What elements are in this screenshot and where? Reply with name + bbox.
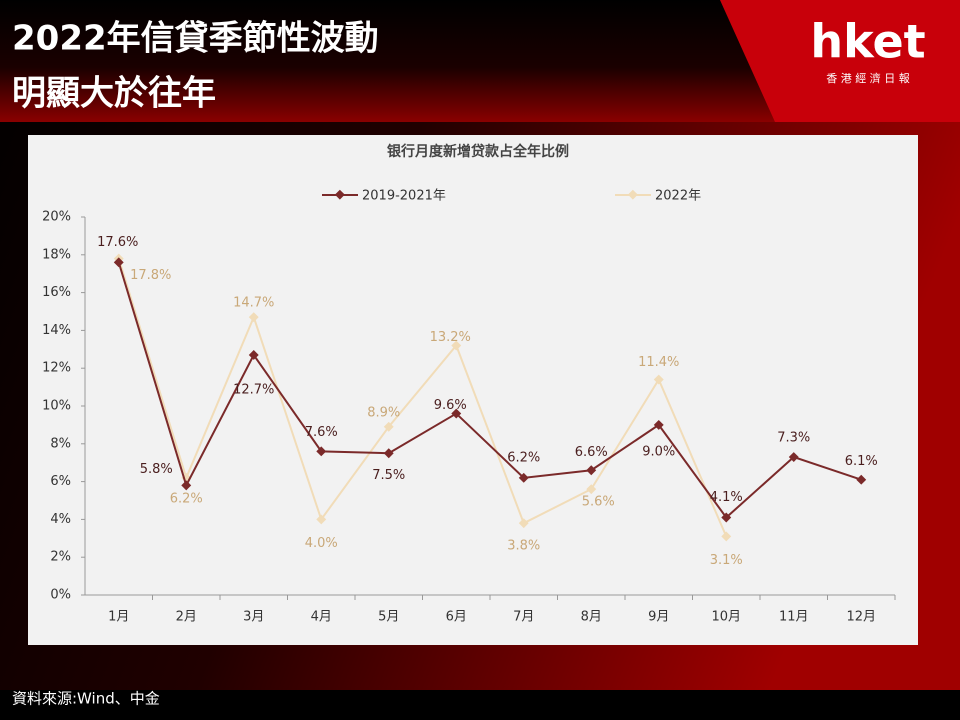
- data-label: 8.9%: [367, 405, 400, 420]
- logo: hket: [810, 15, 925, 69]
- y-tick-label: 18%: [42, 247, 71, 262]
- x-tick-label: 11月: [779, 610, 809, 625]
- x-tick-label: 3月: [243, 610, 264, 625]
- x-tick-label: 10月: [711, 610, 741, 625]
- point: [586, 465, 597, 476]
- data-label: 17.6%: [97, 235, 138, 250]
- data-label: 3.1%: [710, 553, 743, 568]
- data-label: 7.6%: [305, 425, 338, 440]
- series-line: [117, 258, 728, 537]
- y-tick-label: 6%: [50, 474, 71, 489]
- logo-sub: 香 港 經 濟 日 報: [826, 71, 909, 85]
- data-label: 5.6%: [582, 495, 615, 510]
- y-tick-label: 16%: [42, 285, 71, 300]
- logo-panel: [720, 0, 960, 122]
- data-label: 4.1%: [710, 490, 743, 505]
- point: [248, 312, 259, 323]
- x-tick-label: 12月: [846, 610, 876, 625]
- legend-label: 2022年: [655, 189, 701, 204]
- point: [181, 480, 192, 491]
- point: [856, 474, 867, 485]
- point: [586, 484, 597, 495]
- point: [451, 340, 462, 351]
- series-line: [117, 262, 862, 519]
- legend-marker: [334, 189, 345, 200]
- y-tick-label: 12%: [42, 361, 71, 376]
- header-title: 2022年信貸季節性波動: [12, 19, 379, 59]
- point: [653, 374, 664, 385]
- chart-title: 银行月度新增贷款占全年比例: [387, 143, 569, 160]
- point: [653, 419, 664, 430]
- data-label: 9.0%: [642, 444, 675, 459]
- data-label: 3.8%: [507, 539, 540, 554]
- point: [721, 512, 732, 523]
- x-tick-label: 6月: [446, 610, 467, 625]
- data-label: 4.0%: [305, 536, 338, 551]
- x-tick-label: 4月: [311, 610, 332, 625]
- point: [518, 472, 529, 483]
- y-tick-label: 10%: [42, 399, 71, 414]
- data-label: 14.7%: [233, 296, 274, 311]
- data-label: 12.7%: [233, 382, 274, 397]
- data-label: 6.2%: [170, 491, 203, 506]
- data-label: 6.1%: [845, 454, 878, 469]
- point: [383, 448, 394, 459]
- y-tick-label: 8%: [50, 436, 71, 451]
- data-label: 5.8%: [140, 462, 173, 477]
- data-label: 11.4%: [638, 355, 679, 370]
- data-label: 7.3%: [777, 431, 810, 446]
- x-tick-label: 7月: [513, 610, 534, 625]
- header-title: 明顯大於往年: [12, 74, 216, 114]
- x-tick-label: 8月: [581, 610, 602, 625]
- data-label: 6.2%: [507, 450, 540, 465]
- y-tick-label: 2%: [50, 550, 71, 565]
- point: [383, 421, 394, 432]
- data-label: 17.8%: [130, 268, 171, 283]
- point: [518, 518, 529, 529]
- point: [316, 446, 327, 457]
- footer-band: [0, 690, 960, 720]
- data-label: 7.5%: [372, 468, 405, 483]
- data-label: 9.6%: [434, 398, 467, 413]
- point: [788, 452, 799, 462]
- y-tick-label: 20%: [42, 210, 71, 225]
- x-tick-label: 2月: [176, 610, 197, 625]
- source: 資料來源:Wind、中金: [12, 690, 160, 708]
- y-tick-label: 0%: [50, 588, 71, 603]
- data-label: 6.6%: [575, 445, 608, 460]
- legend-label: 2019-2021年: [362, 189, 446, 204]
- x-tick-label: 9月: [648, 610, 669, 625]
- y-tick-label: 14%: [42, 323, 71, 338]
- x-tick-label: 5月: [378, 610, 399, 625]
- data-label: 13.2%: [430, 330, 471, 345]
- point: [451, 408, 462, 419]
- point: [316, 514, 327, 525]
- y-tick-label: 4%: [50, 512, 71, 527]
- x-tick-label: 1月: [108, 610, 129, 625]
- point: [248, 350, 259, 360]
- point: [721, 531, 732, 542]
